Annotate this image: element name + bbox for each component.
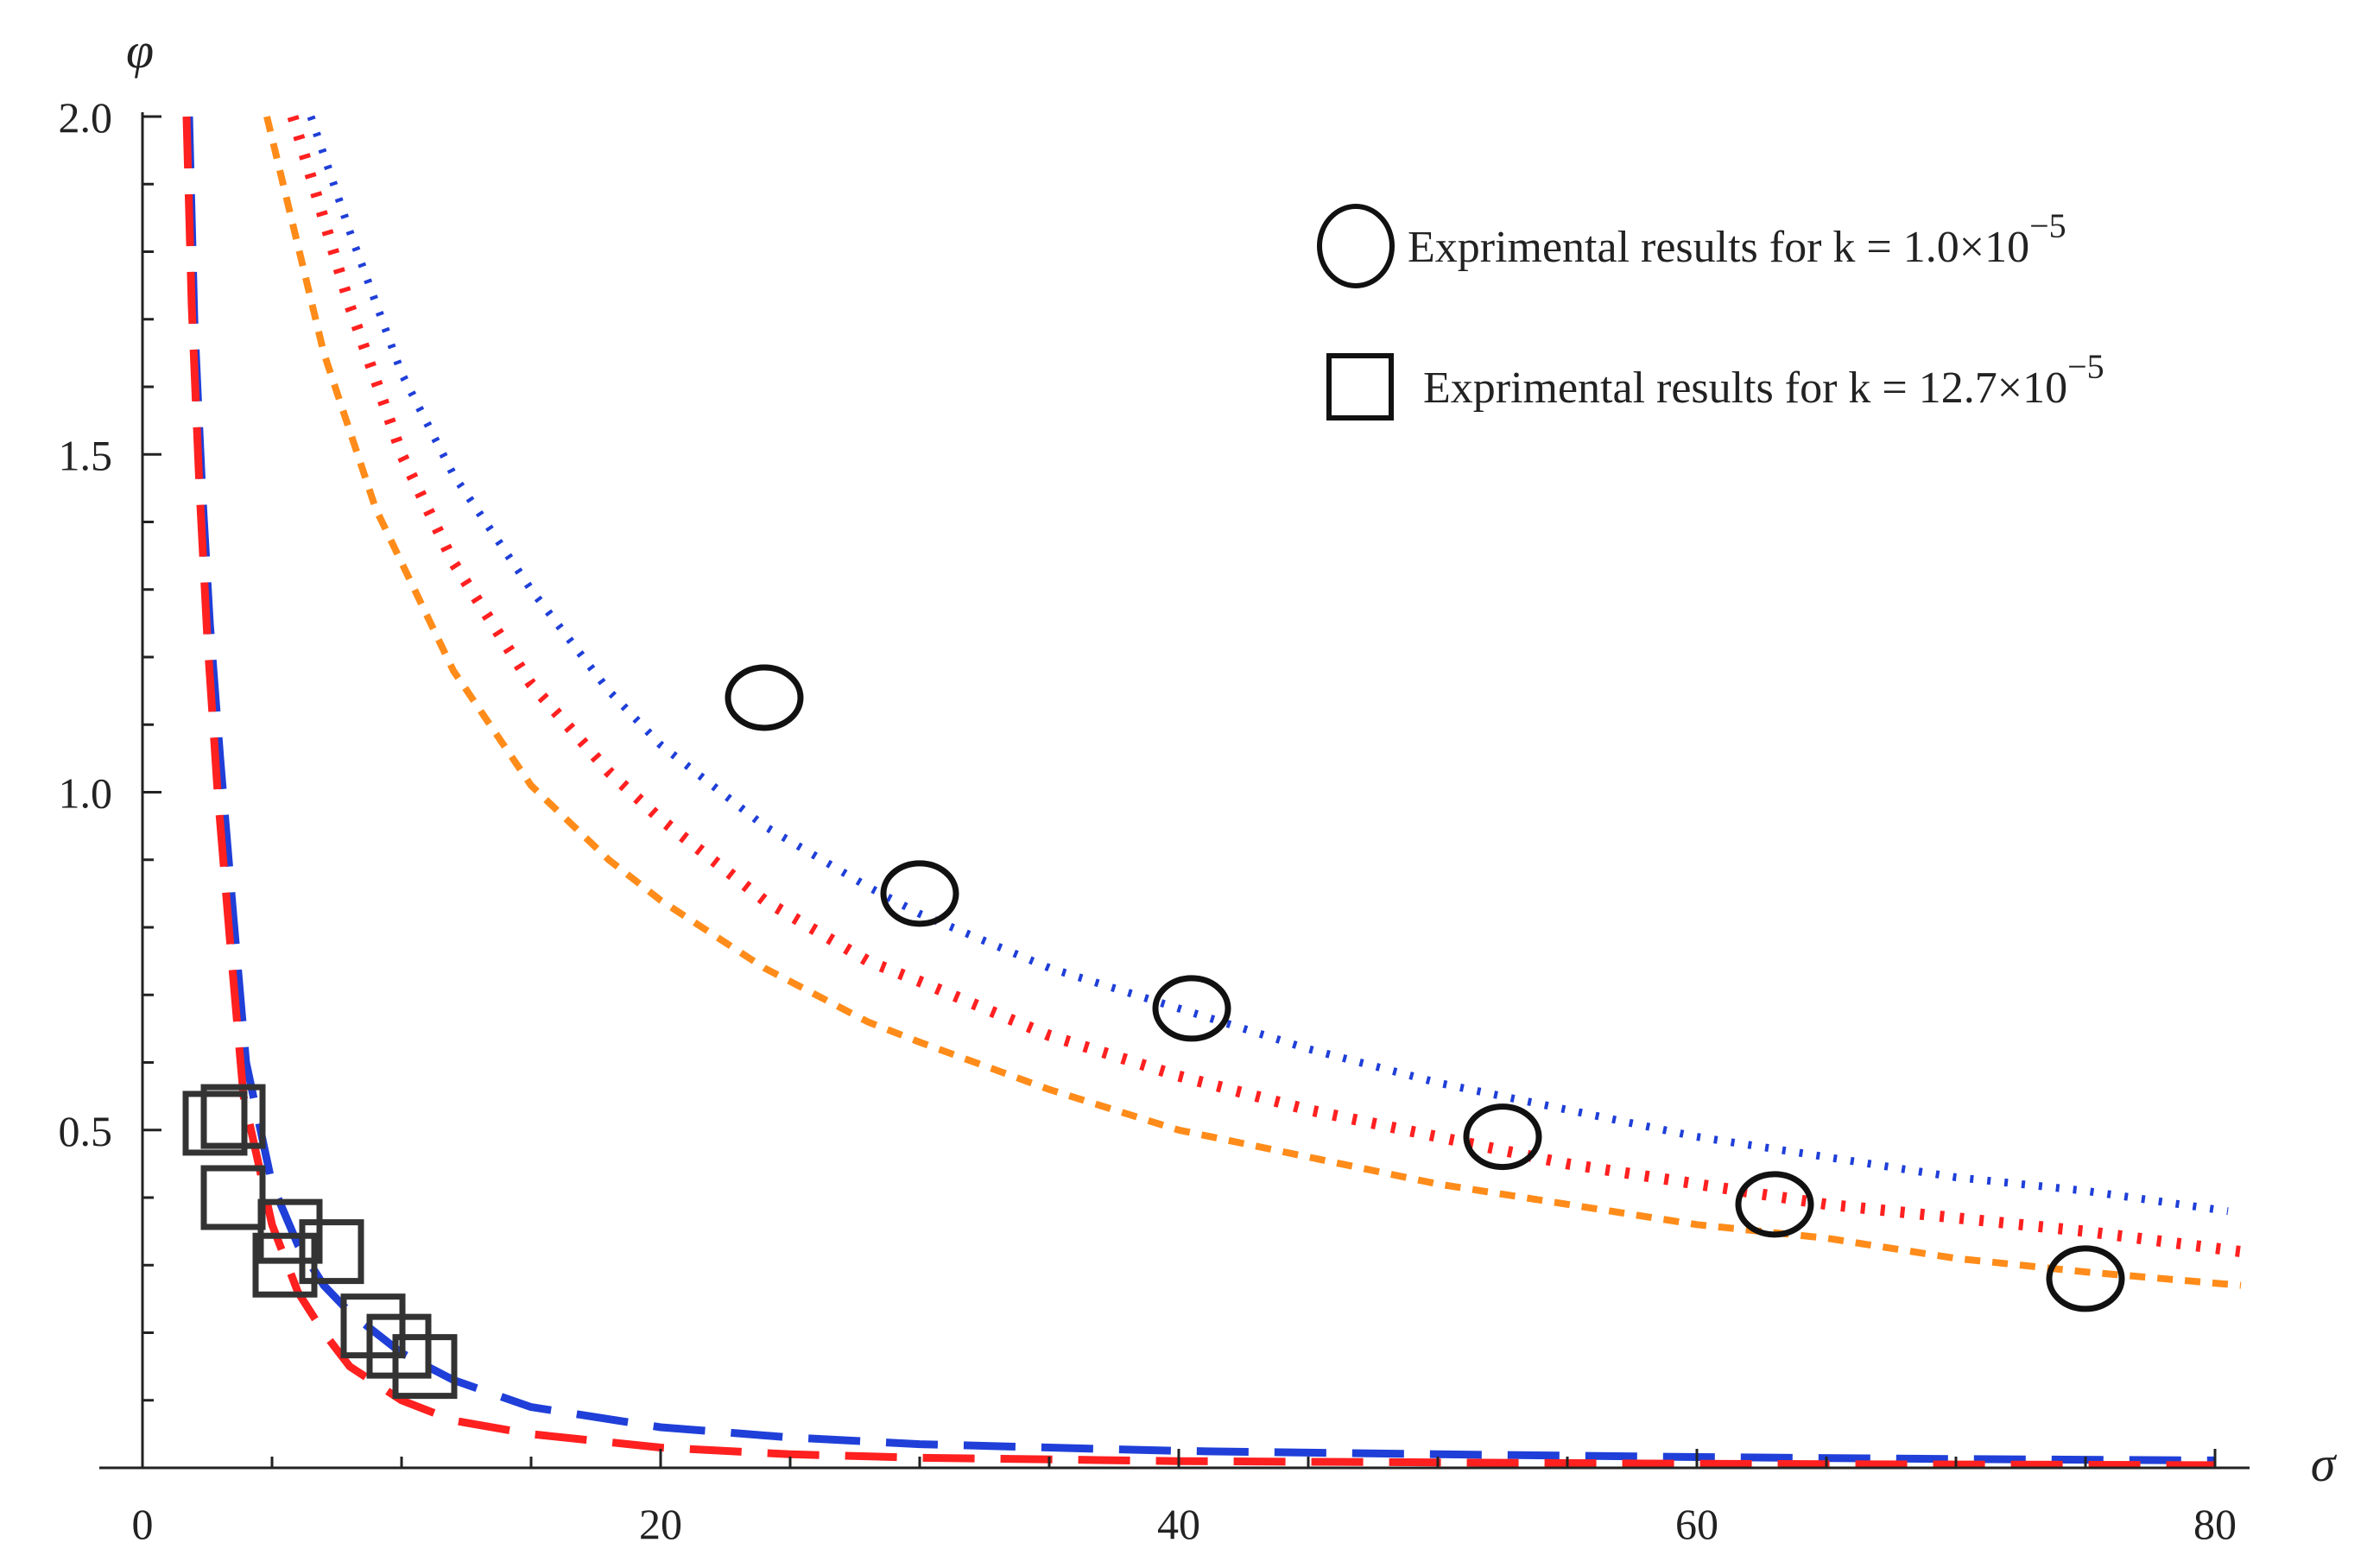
legend-exponent: −5: [2067, 347, 2104, 386]
data-point-square-9: [392, 1334, 458, 1400]
legend-exponent: −5: [2029, 206, 2066, 245]
y-tick-label: 0.5: [59, 1107, 113, 1155]
x-tick-label: 0: [132, 1500, 154, 1548]
data-point-circle-5: [1735, 1171, 1814, 1238]
data-point-square-4: [252, 1232, 318, 1298]
data-point-circle-2: [880, 860, 959, 927]
data-point-circle-3: [1152, 975, 1231, 1042]
x-tick-label: 80: [2193, 1500, 2237, 1548]
x-axis-title: σ: [2311, 1436, 2338, 1492]
legend-symbol-circle: [1317, 204, 1395, 288]
curves-group: [182, 115, 2242, 1470]
series-line-3: [263, 116, 2242, 1289]
data-point-square-3: [200, 1165, 266, 1230]
markers-group: [182, 664, 2125, 1400]
y-tick-label: 1.0: [59, 769, 113, 818]
legend: Exprimental results for k = 1.0×10−5 Expr…: [1317, 204, 2104, 420]
y-axis-title: φ: [126, 22, 154, 79]
legend-label-2: Exprimental results for k = 12.7×10−5: [1423, 347, 2104, 413]
series-line-5: [182, 116, 2216, 1470]
series-line-4: [185, 116, 2216, 1464]
legend-symbol-square: [1326, 353, 1394, 420]
x-tick-label: 60: [1675, 1500, 1718, 1548]
data-point-square-6: [299, 1219, 364, 1285]
data-point-square-7: [340, 1293, 406, 1359]
series-line-2: [287, 115, 2242, 1258]
legend-label-1: Exprimental results for k = 1.0×10−5: [1408, 206, 2066, 272]
data-point-square-1: [182, 1091, 248, 1156]
data-point-square-2: [200, 1084, 266, 1149]
data-point-square-5: [257, 1198, 323, 1264]
x-tick-label: 20: [639, 1500, 682, 1548]
y-tick-label: 1.5: [59, 431, 113, 479]
y-tick-label: 2.0: [59, 93, 113, 142]
axes-group: 0 20 40 60 80 0.5 1.0 1.5 2.0 σ φ: [59, 22, 2338, 1548]
data-point-circle-1: [725, 664, 804, 731]
data-point-circle-4: [1463, 1103, 1542, 1171]
data-point-square-8: [366, 1313, 432, 1379]
series-line-1: [307, 115, 2229, 1216]
x-tick-label: 40: [1157, 1500, 1200, 1548]
data-point-circle-6: [2046, 1245, 2125, 1312]
